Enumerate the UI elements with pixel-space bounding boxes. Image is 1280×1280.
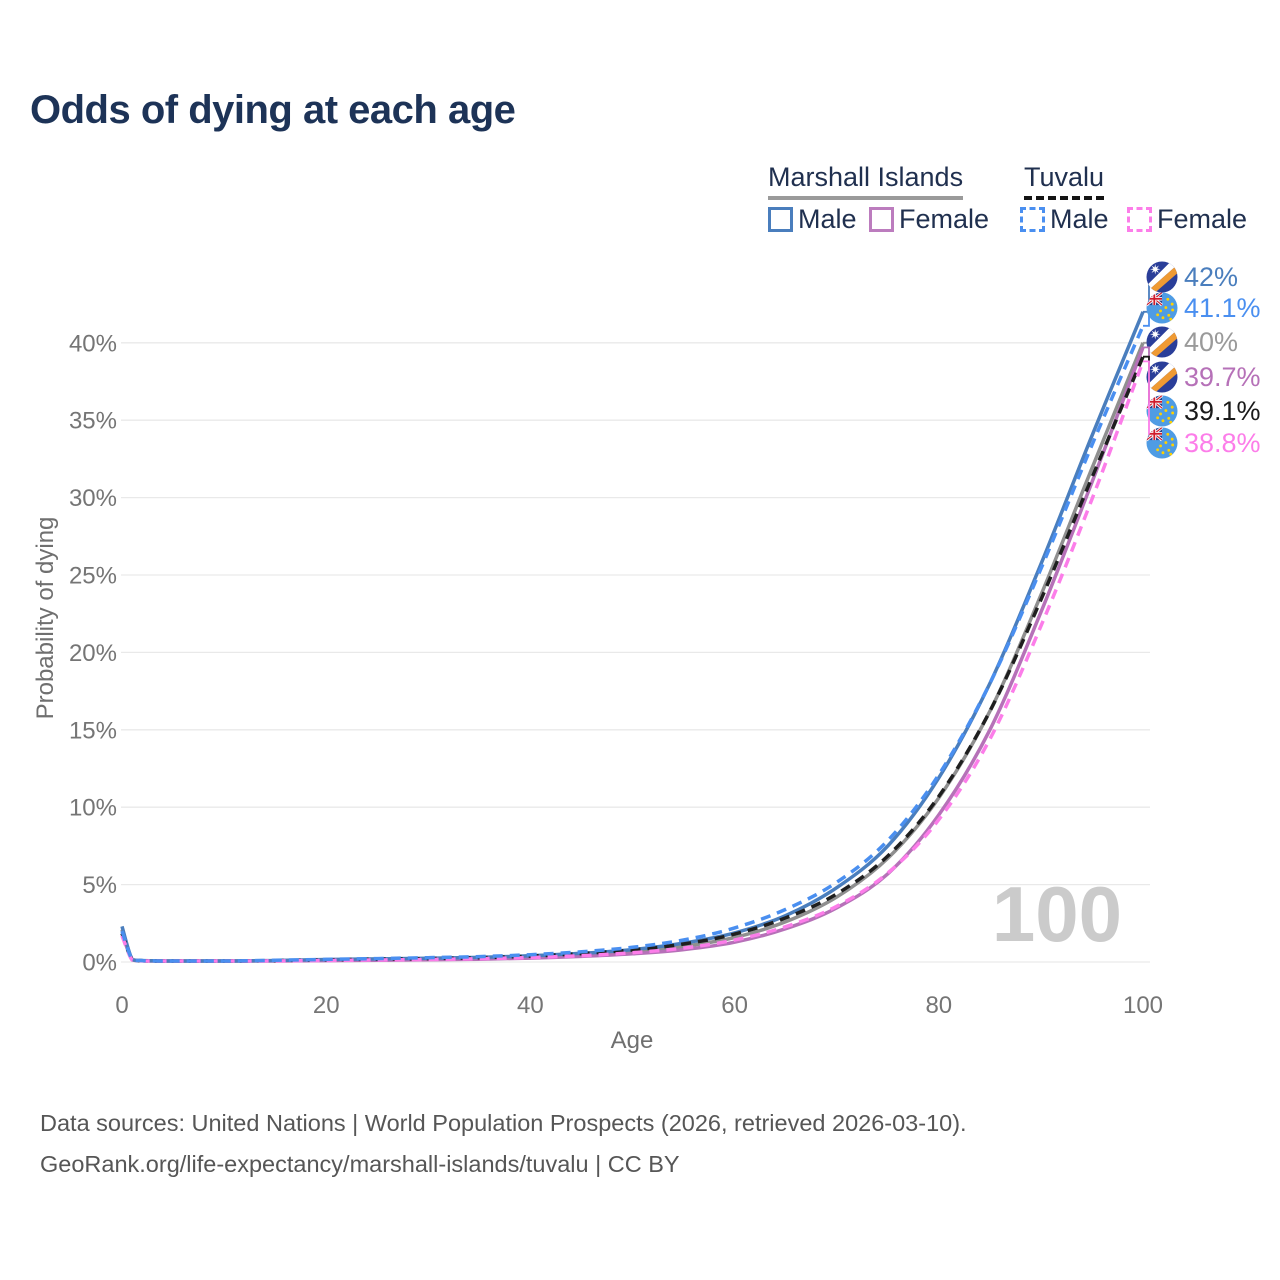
attribution-line: GeoRank.org/life-expectancy/marshall-isl… (40, 1151, 680, 1177)
x-tick-label: 0 (115, 992, 128, 1019)
y-tick-label: 40% (69, 330, 117, 357)
y-tick-label: 35% (69, 408, 117, 435)
legend-item-label: Male (1050, 204, 1109, 234)
y-tick-label: 10% (69, 795, 117, 822)
legend-item-label: Female (899, 204, 990, 234)
legend-swatch-solid-icon (768, 207, 793, 232)
marshall-islands-flag-icon (1146, 361, 1178, 393)
data-source-line: Data sources: United Nations | World Pop… (40, 1110, 967, 1136)
series-line-tuvalu-total (120, 356, 1145, 963)
tuvalu-flag-icon (1146, 427, 1178, 459)
legend-item-tuvalu-female[interactable]: Female (1127, 204, 1247, 235)
series-line-marshall-islands-female (120, 346, 1145, 963)
series-line-tuvalu-male (120, 325, 1145, 963)
legend-swatch-dashed-icon (1127, 207, 1152, 232)
legend-swatch-solid-icon (869, 207, 894, 232)
series-line-marshall-islands-male (120, 311, 1145, 963)
y-tick-label: 25% (69, 563, 117, 590)
x-tick-label: 60 (721, 992, 748, 1019)
y-tick-label: 15% (69, 717, 117, 744)
x-tick-label: 100 (1123, 992, 1163, 1019)
x-tick-label: 40 (517, 992, 544, 1019)
x-axis-title: Age (610, 1027, 654, 1054)
legend-item-label: Male (798, 204, 857, 234)
end-label-value: 41.1% (1184, 293, 1261, 323)
legend-item-label: Female (1157, 204, 1248, 234)
x-tick-label: 20 (313, 992, 340, 1019)
series-line-tuvalu-female (120, 360, 1145, 963)
legend-country-tuvalu: Tuvalu (1024, 162, 1105, 200)
end-label-value: 38.8% (1184, 428, 1261, 458)
end-label-value: 40% (1184, 327, 1238, 357)
chart-footer: Data sources: United Nations | World Pop… (40, 1103, 967, 1185)
y-tick-label: 20% (69, 640, 117, 667)
legend-item-marshall-islands-female[interactable]: Female (869, 204, 989, 235)
legend-swatch-dashed-icon (1020, 207, 1045, 232)
legend-item-tuvalu-male[interactable]: Male (1020, 204, 1109, 235)
end-label-value: 42% (1184, 262, 1238, 292)
marshall-islands-flag-icon (1146, 261, 1178, 293)
end-label-value: 39.1% (1184, 396, 1261, 426)
end-label-value: 39.7% (1184, 362, 1261, 392)
page-title: Odds of dying at each age (30, 88, 516, 132)
tuvalu-flag-icon (1146, 292, 1178, 324)
age-watermark: 100 (992, 870, 1122, 958)
marshall-islands-flag-icon (1146, 326, 1178, 358)
legend-item-marshall-islands-male[interactable]: Male (768, 204, 857, 235)
x-tick-label: 80 (925, 992, 952, 1019)
tuvalu-flag-icon (1146, 395, 1178, 427)
legend-country-marshall-islands: Marshall Islands (768, 162, 964, 200)
y-tick-label: 5% (82, 872, 117, 899)
y-tick-label: 0% (82, 950, 117, 977)
y-tick-label: 30% (69, 485, 117, 512)
